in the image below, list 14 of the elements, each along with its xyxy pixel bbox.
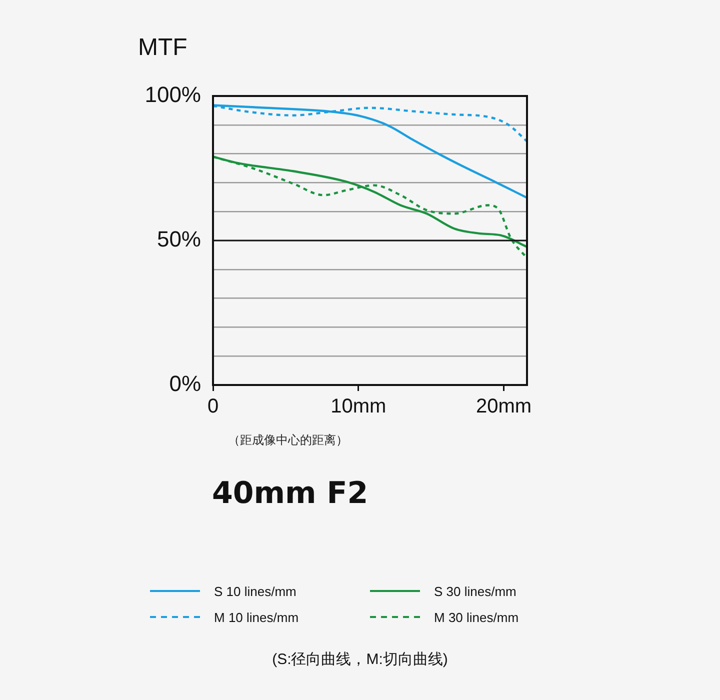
legend-label: M 30 lines/mm [434, 610, 519, 624]
text: (S:径向曲线，M:切向曲线) [271, 650, 449, 669]
y-tick-label: 0% [169, 371, 201, 396]
x-axis-title: （距成像中心的距离） [227, 432, 349, 449]
text: 40mm F2 [212, 476, 368, 511]
legend-label: S 30 lines/mm [434, 584, 516, 598]
legend-label: M 10 lines/mm [214, 610, 299, 624]
y-tick-label: 100% [144, 82, 201, 108]
legend-label: S 10 lines/mm [214, 584, 296, 598]
y-tick-label: 50% [156, 226, 201, 252]
y-axis-title: MTF [138, 34, 188, 62]
x-tick-label: 20mm [476, 396, 532, 418]
x-tick-label: 0 [207, 396, 219, 418]
x-tick-label: 10mm [330, 396, 386, 418]
